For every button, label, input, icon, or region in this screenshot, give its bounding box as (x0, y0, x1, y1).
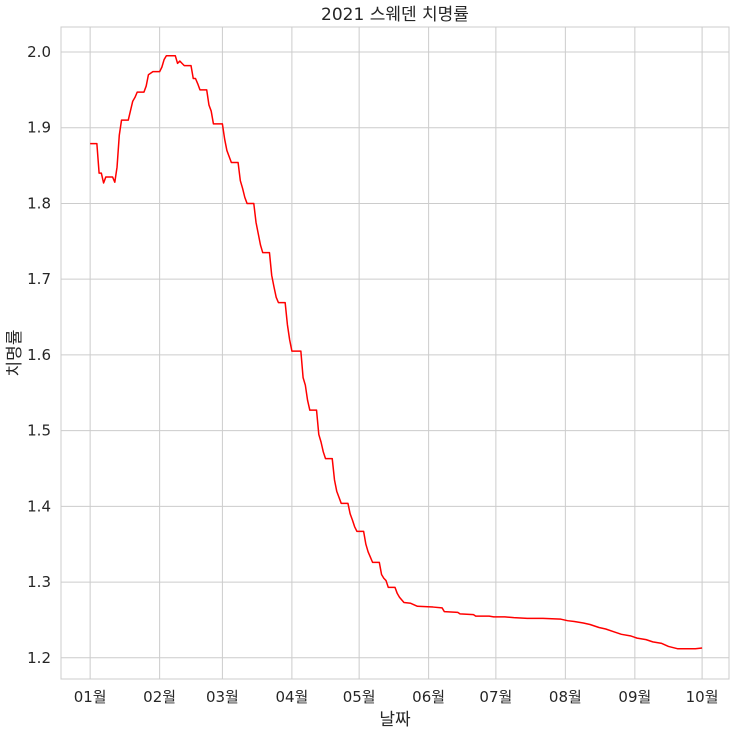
y-tick-label: 1.9 (27, 119, 51, 137)
x-tick-label: 06월 (412, 688, 445, 706)
x-tick-label: 04월 (275, 688, 308, 706)
x-tick-label: 08월 (549, 688, 582, 706)
x-tick-label: 02월 (143, 688, 176, 706)
x-tick-label: 05월 (343, 688, 376, 706)
x-tick-label: 10월 (686, 688, 719, 706)
x-axis-ticks: 01월 02월 03월 04월 05월 06월 07월 08월 09월 10월 (74, 688, 719, 706)
x-tick-label: 07월 (479, 688, 512, 706)
x-tick-label: 03월 (206, 688, 239, 706)
series-layer (90, 55, 703, 650)
plot-area-frame (60, 26, 730, 680)
x-tick-label: 09월 (618, 688, 651, 706)
x-tick-label: 01월 (74, 688, 107, 706)
y-axis-ticks: 1.2 1.3 1.4 1.5 1.6 1.7 1.8 1.9 2.0 (27, 43, 51, 667)
y-tick-label: 1.5 (27, 422, 51, 440)
y-axis-title: 치명률 (5, 330, 25, 377)
y-tick-label: 1.3 (27, 573, 51, 591)
y-tick-label: 1.4 (27, 497, 51, 515)
y-tick-label: 2.0 (27, 43, 51, 61)
x-axis-title: 날짜 (379, 710, 411, 730)
chart-title: 2021 스웨덴 치명률 (321, 5, 469, 25)
y-tick-label: 1.7 (27, 270, 51, 288)
y-tick-label: 1.8 (27, 194, 51, 212)
series-line (90, 55, 703, 650)
grid (61, 27, 729, 679)
y-tick-label: 1.6 (27, 346, 51, 364)
y-tick-label: 1.2 (27, 649, 51, 667)
